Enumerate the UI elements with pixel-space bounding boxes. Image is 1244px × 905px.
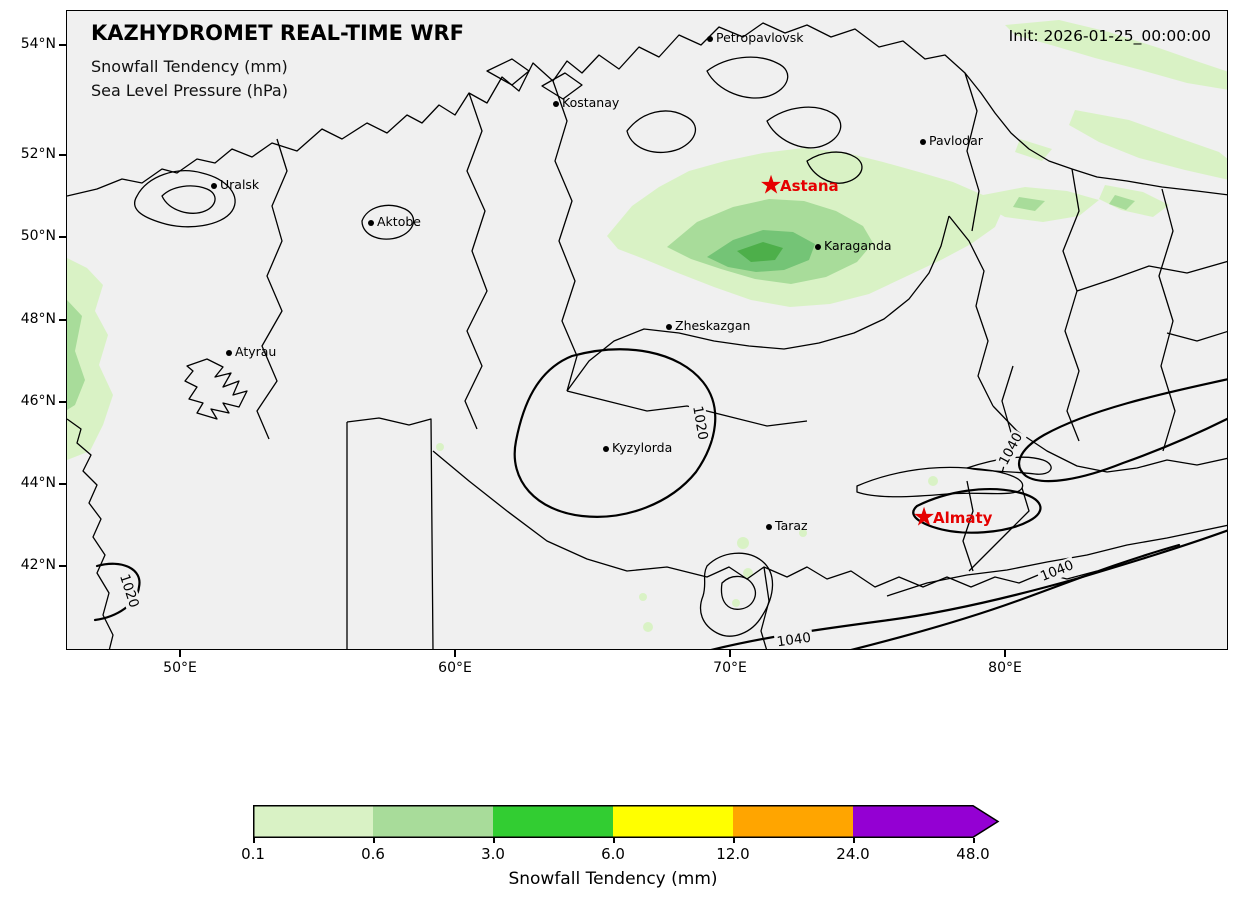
ytick-mark — [59, 319, 66, 321]
colorbar-tick-3.0: 3.0 — [481, 845, 505, 863]
ytick-42n: 42°N — [20, 557, 56, 573]
contour-1040-almaty-oval — [912, 487, 1042, 534]
colorbar-tick-0.1: 0.1 — [241, 845, 265, 863]
admin-borders-layer — [67, 22, 1227, 649]
xtick-50e: 50°E — [163, 660, 197, 676]
city-dot-icon — [226, 350, 232, 356]
xtick-70e: 70°E — [713, 660, 747, 676]
caspian-coastline — [67, 418, 114, 649]
colorbar-tick-24.0: 24.0 — [836, 845, 870, 863]
ytick-50n: 50°N — [20, 228, 56, 244]
ytick-mark — [59, 154, 66, 156]
contour-1040-south-sweep-2 — [850, 543, 1181, 649]
colorbar-extend-arrow — [973, 805, 999, 838]
russia-border — [67, 22, 1227, 197]
contour-1020-southwest — [93, 562, 141, 622]
city-label: Petropavlovsk — [716, 30, 804, 45]
city-dot-icon — [707, 36, 713, 42]
city-dot-icon — [603, 446, 609, 452]
city-label: Zheskazgan — [675, 318, 751, 333]
colorbar-segment-4 — [613, 805, 733, 838]
colorbar-tick-12.0: 12.0 — [716, 845, 750, 863]
colorbar-tick-mark — [733, 838, 735, 843]
xtick-mark — [179, 650, 181, 657]
city-label: Taraz — [775, 518, 808, 533]
colorbar-title: Snowfall Tendency (mm) — [508, 869, 718, 889]
colorbar-graphic — [253, 805, 1000, 838]
city-dot-icon — [211, 183, 217, 189]
star-icon: ★ — [759, 170, 783, 201]
city-dot-icon — [553, 101, 559, 107]
city-label: Kostanay — [562, 95, 620, 110]
colorbar-segment-6 — [853, 805, 973, 838]
snowfall-shading-light-layer — [67, 20, 1227, 632]
colorbar-segment-5 — [733, 805, 853, 838]
colorbar-tick-mark — [373, 838, 375, 843]
map-canvas: 1020 1020 1040 1040 1040 Petropavlovsk K… — [66, 10, 1228, 650]
city-label: Uralsk — [220, 177, 260, 192]
city-label: Pavlodar — [929, 133, 983, 148]
city-label: Kyzylorda — [612, 440, 673, 455]
map-graphics — [67, 20, 1227, 649]
colorbar-segment-1 — [253, 805, 373, 838]
city-dot-icon — [666, 324, 672, 330]
colorbar-tick-mark — [493, 838, 495, 843]
ytick-mark — [59, 44, 66, 46]
ytick-mark — [59, 483, 66, 485]
city-label: Aktobe — [377, 214, 421, 229]
ytick-mark — [59, 565, 66, 567]
city-dot-icon — [766, 524, 772, 530]
colorbar-tick-48.0: 48.0 — [956, 845, 990, 863]
colorbar-tick-mark — [853, 838, 855, 843]
pressure-contours-layer — [93, 348, 1227, 649]
subtitle-pressure: Sea Level Pressure (hPa) — [91, 81, 288, 100]
contour-1020-main — [513, 348, 717, 518]
city-label: Karaganda — [824, 238, 892, 253]
xtick-mark — [454, 650, 456, 657]
city-dot-icon — [815, 244, 821, 250]
snowfall-shading-core-layer — [737, 242, 783, 262]
ytick-46n: 46°N — [20, 393, 56, 409]
ytick-54n: 54°N — [20, 36, 56, 52]
ytick-mark — [59, 401, 66, 403]
city-dot-icon — [920, 139, 926, 145]
page-title: KAZHYDROMET REAL-TIME WRF — [91, 21, 465, 45]
capital-label: Astana — [780, 177, 839, 195]
colorbar-tick-mark — [253, 838, 255, 843]
xtick-mark — [729, 650, 731, 657]
colorbar-tick-6.0: 6.0 — [601, 845, 625, 863]
colorbar-tick-mark — [973, 838, 975, 843]
city-dot-icon — [368, 220, 374, 226]
colorbar-outline — [253, 805, 1000, 838]
xtick-60e: 60°E — [438, 660, 472, 676]
ytick-52n: 52°N — [20, 146, 56, 162]
ytick-44n: 44°N — [20, 475, 56, 491]
colorbar-tick-0.6: 0.6 — [361, 845, 385, 863]
contour-1040-east — [1018, 378, 1227, 483]
subtitle-snowfall: Snowfall Tendency (mm) — [91, 57, 288, 76]
xtick-80e: 80°E — [988, 660, 1022, 676]
colorbar-segment-3 — [493, 805, 613, 838]
colorbar-tick-mark — [613, 838, 615, 843]
xtick-mark — [1004, 650, 1006, 657]
city-label: Atyrau — [235, 344, 277, 359]
init-time-label: Init: 2026-01-25_00:00:00 — [1008, 27, 1211, 45]
colorbar — [253, 805, 1000, 838]
capital-label: Almaty — [933, 509, 993, 527]
ytick-mark — [59, 236, 66, 238]
colorbar-segment-2 — [373, 805, 493, 838]
star-icon: ★ — [912, 502, 936, 533]
contour-1040-south-sweep — [710, 529, 1227, 649]
ytick-48n: 48°N — [20, 311, 56, 327]
